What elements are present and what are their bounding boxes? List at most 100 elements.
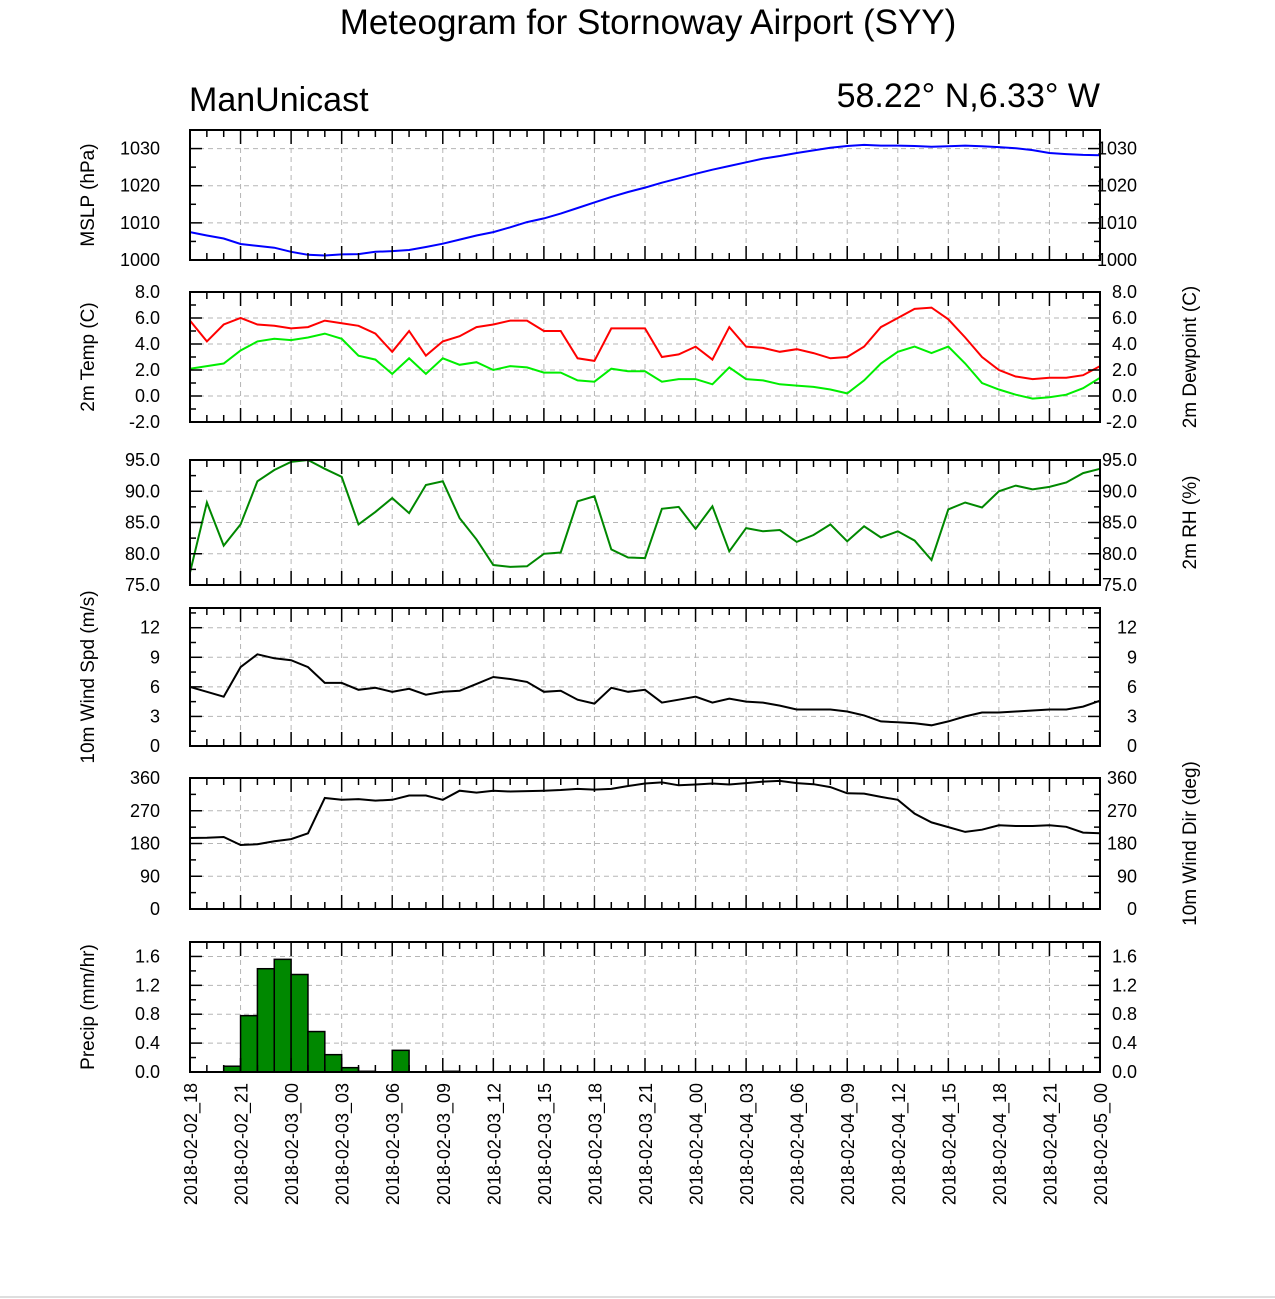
wind_speed-series-line-0: [189, 653, 1101, 727]
precip-y-tick-label-right: 1.2: [1112, 975, 1137, 995]
panel-rh: 75.0 75.0 80.0 80.0 85.0 85.0 90.0 90.0 95.0 95.0…: [125, 450, 1201, 595]
precip-y-tick-label-right: 0.8: [1112, 1004, 1137, 1024]
time-tick-label: 2018-02-03_21: [636, 1083, 657, 1205]
panel-wind_dir: 0 0 90 90 180 180 270 270 360 360 10m Wind Dir (de…: [130, 761, 1201, 926]
time-tick-label: 2018-02-04_03: [737, 1083, 758, 1205]
rh-y-tick-label-left: 85.0: [125, 513, 160, 533]
time-tick-label: 2018-02-04_21: [1040, 1083, 1061, 1205]
wind_dir-y-tick-label-right: 360: [1107, 768, 1137, 788]
wind_speed-y-tick-label-left: 3: [150, 706, 160, 726]
time-tick-label: 2018-02-04_18: [990, 1083, 1011, 1205]
rh-y-tick-label-right: 95.0: [1102, 450, 1137, 470]
rh-y-tick-label-right: 80.0: [1102, 544, 1137, 564]
time-tick-label: 2018-02-03_18: [585, 1083, 606, 1205]
temp-y-tick-label-left: 4.0: [135, 334, 160, 354]
precip-y-tick-label-right: 0.0: [1112, 1062, 1137, 1082]
precip-y-tick-label-left: 1.2: [135, 975, 160, 995]
time-tick-label: 2018-02-03_00: [282, 1083, 303, 1205]
wind_dir-y-tick-label-right: 90: [1117, 866, 1137, 886]
wind_speed-y-tick-label-right: 0: [1127, 736, 1137, 756]
mslp-y-tick-label-right: 1020: [1097, 176, 1137, 196]
precip-bar: [256, 967, 276, 1073]
wind_dir-y-tick-label-right: 270: [1107, 801, 1137, 821]
time-tick-label: 2018-02-04_15: [939, 1083, 960, 1205]
wind_speed-y-axis-label-left: 10m Wind Spd (m/s): [78, 590, 99, 763]
wind_speed-y-tick-label-right: 9: [1127, 647, 1137, 667]
temp-series-line-0: [189, 306, 1101, 381]
temp-y-axis-label-left: 2m Temp (C): [78, 302, 99, 411]
time-axis: 2018-02-02_18 2018-02-02_21 2018-02-03_00 2…: [181, 1083, 1112, 1205]
time-tick-label: 2018-02-04_12: [889, 1083, 910, 1205]
precip-y-tick-label-left: 1.6: [135, 946, 160, 966]
precip-bar: [290, 973, 309, 1073]
wind_speed-y-tick-label-right: 3: [1127, 706, 1137, 726]
time-tick-label: 2018-02-04_06: [788, 1083, 809, 1205]
time-tick-label: 2018-02-05_00: [1091, 1083, 1112, 1205]
time-tick-label: 2018-02-03_12: [484, 1083, 505, 1205]
time-tick-label: 2018-02-02_18: [181, 1083, 202, 1205]
precip-y-axis-label-left: Precip (mm/hr): [78, 944, 99, 1070]
rh-y-tick-label-left: 75.0: [125, 575, 160, 595]
wind_dir-y-tick-label-right: 0: [1127, 899, 1137, 919]
rh-y-axis-label-right: 2m RH (%): [1180, 476, 1201, 570]
precip-y-tick-label-right: 1.6: [1112, 946, 1137, 966]
temp-y-tick-label-left: 6.0: [135, 308, 160, 328]
rh-y-tick-label-left: 95.0: [125, 450, 160, 470]
wind_dir-y-axis-label-right: 10m Wind Dir (deg): [1180, 761, 1201, 926]
precip-y-tick-label-left: 0.0: [135, 1062, 160, 1082]
precip-bar: [324, 1053, 343, 1073]
rh-y-tick-label-left: 90.0: [125, 481, 160, 501]
mslp-y-tick-label-left: 1010: [120, 213, 160, 233]
model-name: ManUnicast: [189, 81, 369, 119]
wind_speed-y-tick-label-left: 0: [150, 736, 160, 756]
rh-series-line-0: [189, 458, 1101, 573]
time-tick-label: 2018-02-04_09: [838, 1083, 859, 1205]
mslp-y-tick-label-left: 1000: [120, 250, 160, 270]
wind_dir-y-tick-label-left: 180: [130, 834, 160, 854]
wind_dir-y-tick-label-left: 360: [130, 768, 160, 788]
panel-precip: 0.0 0.0 0.4 0.4 0.8 0.8 1.2 1.2 1.6 1.6 Precip (mm…: [78, 941, 1137, 1082]
wind_speed-y-tick-label-left: 12: [140, 618, 160, 638]
precip-bar: [391, 1049, 410, 1073]
mslp-y-tick-label-right: 1000: [1097, 250, 1137, 270]
precip-bar: [273, 958, 292, 1073]
time-tick-label: 2018-02-03_09: [434, 1083, 455, 1205]
temp-y-axis-label-right: 2m Dewpoint (C): [1180, 286, 1201, 429]
temp-series-line-1: [189, 332, 1101, 400]
panel-temp: -2.0 -2.0 0.0 0.0 2.0 2.0 4.0 4.0 6.0 6.0 8.0 8.0 2m…: [78, 282, 1201, 432]
mslp-y-tick-label-right: 1030: [1097, 139, 1137, 159]
time-tick-label: 2018-02-03_03: [333, 1083, 354, 1205]
precip-y-tick-label-left: 0.4: [135, 1033, 160, 1053]
precip-y-tick-label-right: 0.4: [1112, 1033, 1137, 1053]
figure-title: Meteogram for Stornoway Airport (SYY): [340, 3, 957, 42]
temp-y-tick-label-left: 8.0: [135, 282, 160, 302]
rh-y-tick-label-right: 85.0: [1102, 513, 1137, 533]
temp-y-tick-label-right: -2.0: [1106, 412, 1137, 432]
panels: 1000 1000 1010 1010 1020 1020 1030 1030 MSLP (hP…: [78, 129, 1201, 1082]
wind_speed-y-tick-label-right: 6: [1127, 677, 1137, 697]
wind_dir-y-tick-label-right: 180: [1107, 834, 1137, 854]
time-tick-label: 2018-02-02_21: [232, 1083, 253, 1205]
station-location: 58.22° N,6.33° W: [837, 77, 1100, 115]
temp-y-tick-label-left: 2.0: [135, 360, 160, 380]
temp-y-tick-label-right: 2.0: [1112, 360, 1137, 380]
rh-y-tick-label-right: 75.0: [1102, 575, 1137, 595]
precip-bar: [239, 1014, 259, 1073]
temp-y-tick-label-left: -2.0: [129, 412, 160, 432]
temp-y-tick-label-right: 8.0: [1112, 282, 1137, 302]
panel-mslp: 1000 1000 1010 1010 1020 1020 1030 1030 MSLP (hP…: [78, 129, 1137, 270]
temp-y-tick-label-left: 0.0: [135, 386, 160, 406]
wind_speed-y-tick-label-right: 12: [1117, 618, 1137, 638]
time-tick-label: 2018-02-03_15: [535, 1083, 556, 1205]
rh-y-tick-label-right: 90.0: [1102, 481, 1137, 501]
temp-y-tick-label-right: 4.0: [1112, 334, 1137, 354]
panel-wind_speed: 0 0 3 3 6 6 9 9 12 12 10m Wind Spd (m/s): [78, 590, 1137, 763]
mslp-y-tick-label-left: 1030: [120, 139, 160, 159]
mslp-y-axis-label-left: MSLP (hPa): [78, 143, 99, 246]
wind_dir-y-tick-label-left: 270: [130, 801, 160, 821]
time-tick-label: 2018-02-04_00: [687, 1083, 708, 1205]
wind_speed-y-tick-label-left: 9: [150, 647, 160, 667]
wind_dir-y-tick-label-left: 90: [140, 866, 160, 886]
wind_speed-y-tick-label-left: 6: [150, 677, 160, 697]
